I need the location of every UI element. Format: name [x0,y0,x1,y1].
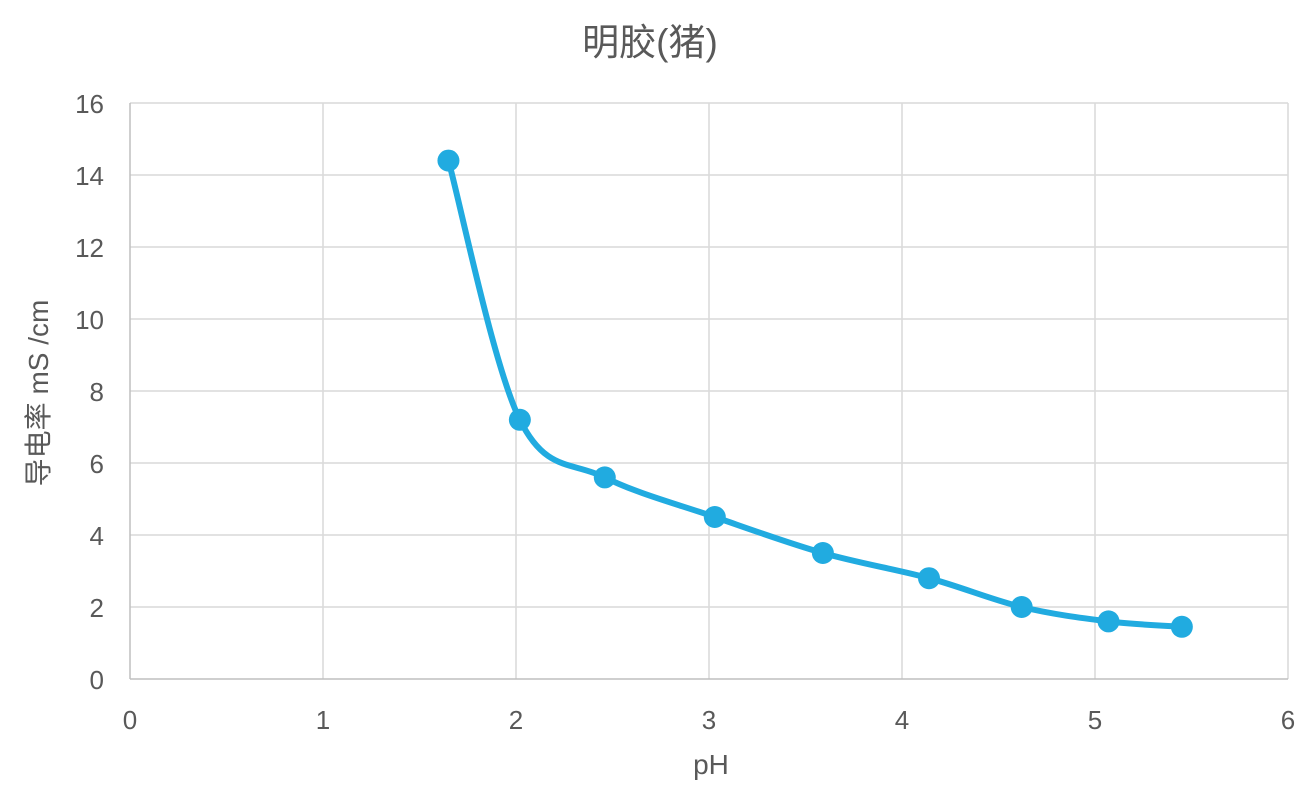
y-axis-title: 导电率 mS /cm [23,300,54,487]
x-tick-label: 5 [1088,705,1102,735]
y-tick-label: 16 [75,89,104,119]
gridlines [130,102,1289,679]
y-tick-label: 10 [75,305,104,335]
chart-title: 明胶(猪) [582,22,718,63]
data-point [811,542,834,564]
x-tick-label: 0 [123,705,137,735]
x-tick-label: 6 [1281,705,1295,735]
data-point [703,506,726,528]
data-point [1010,596,1033,618]
y-tick-label: 6 [90,449,104,479]
data-point [508,408,531,431]
y-tick-label: 8 [90,377,104,407]
x-axis-title: pH [693,749,729,780]
y-tick-label: 2 [90,593,104,623]
y-tick-label: 14 [75,161,104,191]
y-tick-label: 12 [75,233,104,263]
series-layer [437,149,1193,638]
x-tick-label: 4 [895,705,909,735]
x-tick-label: 2 [509,705,523,735]
axes [129,103,1288,680]
data-point [593,466,616,489]
y-tick-label: 0 [90,665,104,695]
y-tick-label: 4 [90,521,104,551]
data-point [1097,610,1120,633]
data-point [918,567,941,590]
x-tick-label: 1 [316,705,330,735]
data-point [437,149,460,172]
x-tick-label: 3 [702,705,716,735]
data-point [1170,615,1193,638]
